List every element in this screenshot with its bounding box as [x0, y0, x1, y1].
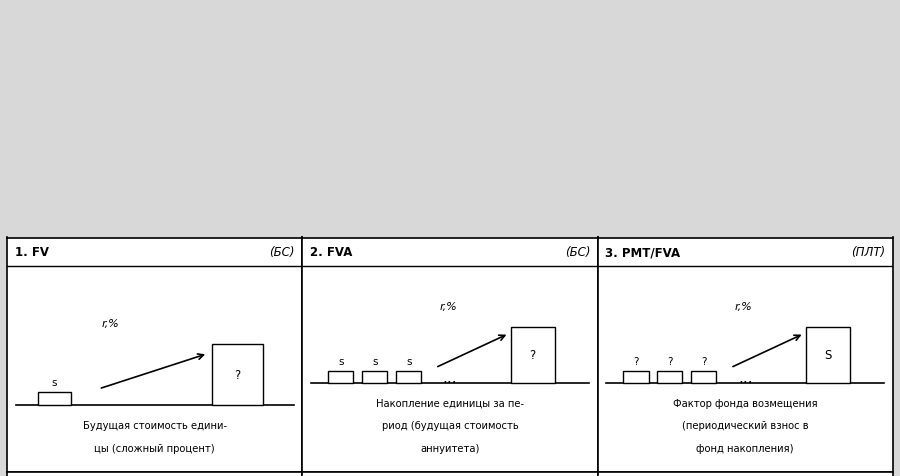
Text: Фактор фонда возмещения: Фактор фонда возмещения	[673, 398, 817, 408]
Text: ?: ?	[701, 357, 706, 367]
Text: s: s	[51, 377, 58, 387]
Text: аннуитета): аннуитета)	[420, 443, 480, 453]
Bar	[38, 393, 71, 406]
Text: ?: ?	[234, 368, 240, 381]
Text: (БС): (БС)	[564, 246, 590, 258]
Bar	[624, 371, 649, 383]
Text: (периодический взнос в: (периодический взнос в	[682, 420, 808, 430]
Text: ?: ?	[529, 348, 535, 362]
Bar	[328, 371, 354, 383]
Text: Будущая стоимость едини-: Будущая стоимость едини-	[83, 420, 227, 430]
Bar	[691, 371, 716, 383]
Text: (БС): (БС)	[269, 246, 295, 258]
Text: ...: ...	[443, 370, 457, 385]
Bar	[212, 345, 263, 406]
Text: s: s	[406, 357, 411, 367]
Text: r,%: r,%	[439, 301, 457, 311]
Text: s: s	[338, 357, 344, 367]
Text: s: s	[372, 357, 377, 367]
Bar	[510, 327, 554, 383]
Text: 1. FV: 1. FV	[14, 246, 49, 258]
Text: ?: ?	[634, 357, 639, 367]
Text: (ПЛТ): (ПЛТ)	[851, 246, 886, 258]
Text: Накопление единицы за пе-: Накопление единицы за пе-	[376, 398, 524, 408]
Text: 3. PMT/FVA: 3. PMT/FVA	[605, 246, 680, 258]
Text: 2. FVA: 2. FVA	[310, 246, 352, 258]
Bar	[806, 327, 850, 383]
Text: фонд накопления): фонд накопления)	[697, 443, 794, 453]
Bar	[396, 371, 421, 383]
Text: r,%: r,%	[102, 318, 120, 328]
Bar	[362, 371, 387, 383]
Text: риод (будущая стоимость: риод (будущая стоимость	[382, 420, 518, 430]
Text: r,%: r,%	[734, 301, 752, 311]
Text: ?: ?	[667, 357, 672, 367]
Text: S: S	[824, 348, 832, 362]
Text: ...: ...	[738, 370, 752, 385]
Text: цы (сложный процент): цы (сложный процент)	[94, 443, 215, 453]
Bar	[657, 371, 682, 383]
